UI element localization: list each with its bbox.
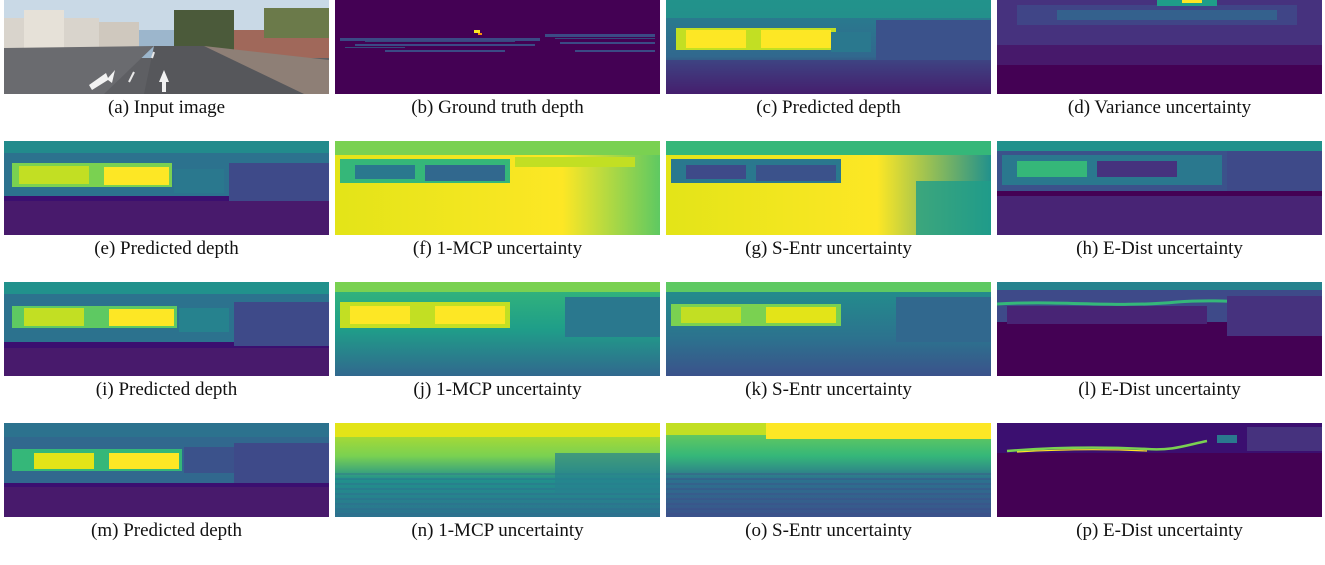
caption: (c) Predicted depth xyxy=(756,97,901,118)
caption: (p) E-Dist uncertainty xyxy=(1076,520,1243,541)
e-dist-uncertainty-map xyxy=(997,423,1322,517)
e-dist-uncertainty-map xyxy=(997,282,1322,376)
one-mcp-uncertainty-map xyxy=(335,423,660,517)
caption: (b) Ground truth depth xyxy=(411,97,584,118)
caption: (k) S-Entr uncertainty xyxy=(745,379,912,400)
s-entr-uncertainty-map xyxy=(666,423,991,517)
ground-truth-depth-map xyxy=(335,0,660,94)
input-image xyxy=(4,0,329,94)
caption: (o) S-Entr uncertainty xyxy=(745,520,912,541)
caption: (j) 1-MCP uncertainty xyxy=(413,379,582,400)
caption: (f) 1-MCP uncertainty xyxy=(412,238,583,259)
s-entr-uncertainty-map xyxy=(666,141,991,235)
caption: (l) E-Dist uncertainty xyxy=(1078,379,1241,400)
caption: (h) E-Dist uncertainty xyxy=(1076,238,1243,259)
caption: (n) 1-MCP uncertainty xyxy=(411,520,584,541)
variance-uncertainty-map xyxy=(997,0,1322,94)
s-entr-uncertainty-map xyxy=(666,282,991,376)
e-dist-uncertainty-map xyxy=(997,141,1322,235)
predicted-depth-map xyxy=(666,0,991,94)
caption: (d) Variance uncertainty xyxy=(1067,97,1252,118)
caption: (e) Predicted depth xyxy=(94,238,239,259)
caption: (m) Predicted depth xyxy=(91,520,242,541)
figure-grid: (a) Input image xyxy=(4,0,1322,565)
one-mcp-uncertainty-map xyxy=(335,282,660,376)
caption: (a) Input image xyxy=(107,97,226,118)
predicted-depth-map xyxy=(4,141,329,235)
predicted-depth-map xyxy=(4,423,329,517)
predicted-depth-map xyxy=(4,282,329,376)
caption: (g) S-Entr uncertainty xyxy=(745,238,912,259)
caption: (i) Predicted depth xyxy=(95,379,238,400)
one-mcp-uncertainty-map xyxy=(335,141,660,235)
